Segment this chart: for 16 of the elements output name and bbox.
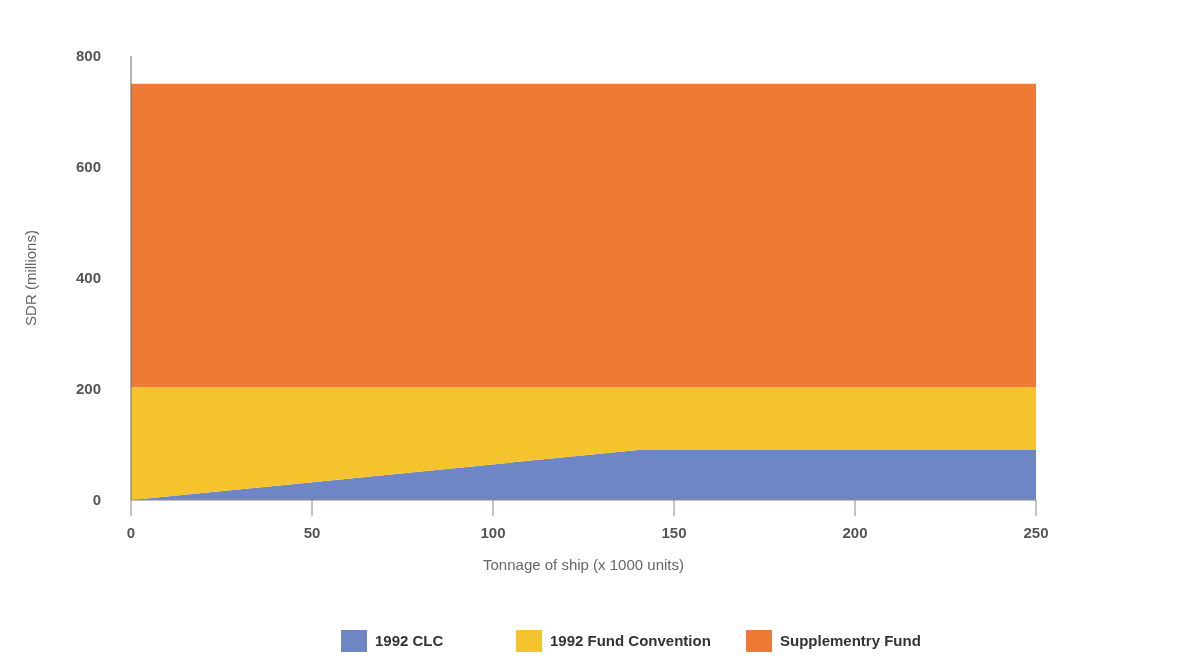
x-tick-label: 250 [1023,524,1049,541]
y-tick-label: 0 [92,491,101,509]
y-tick-label: 400 [75,269,101,287]
y-tick-label: 800 [75,47,101,65]
x-tick-label: 50 [303,524,321,541]
y-axis-title: SDR (millions) [22,230,39,326]
legend-label: 1992 CLC [375,632,444,650]
y-tick-label: 600 [75,158,101,176]
x-axis-title: Tonnage of ship (x 1000 units) [483,556,684,573]
y-tick-label: 200 [75,380,101,398]
legend-label: 1992 Fund Convention [550,632,711,650]
x-tick-label: 0 [126,524,136,541]
x-tick-label: 150 [661,524,687,541]
legend-label: Supplementry Fund [780,632,921,650]
x-tick-label: 200 [842,524,868,541]
x-tick-label: 100 [480,524,506,541]
